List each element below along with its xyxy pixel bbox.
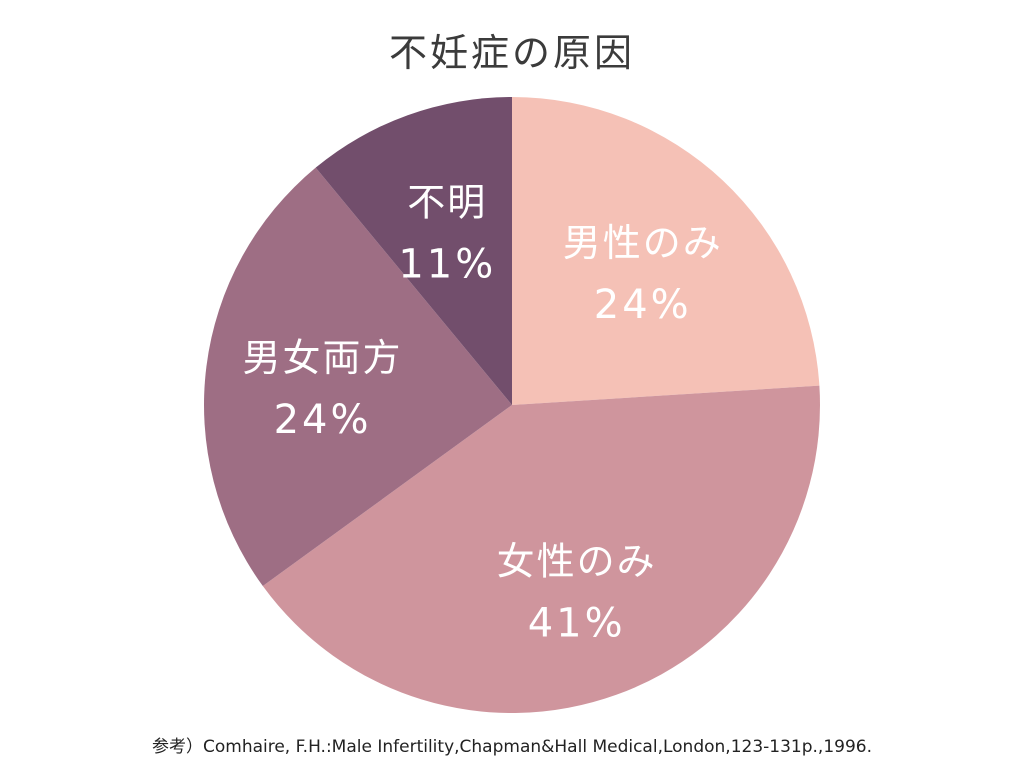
slice-unknown-label: 不明 [407, 180, 487, 224]
slice-both-label: 男女両方 [243, 336, 403, 380]
slice-unknown-value: 11% [398, 241, 496, 287]
source-note: 参考）Comhaire, F.H.:Male Infertility,Chapm… [151, 737, 872, 757]
pie-labels: 男性のみ 24% 女性のみ 41% 男女両方 24% 不明 11% [243, 180, 723, 647]
slice-unknown [315, 97, 512, 405]
slice-female-only-value: 41% [528, 601, 626, 647]
slice-male-only-label: 男性のみ [563, 221, 723, 265]
slice-female-only [262, 385, 820, 713]
slice-both [204, 167, 513, 587]
slice-male-only-value: 24% [594, 282, 692, 328]
pie-slices [204, 97, 820, 713]
chart-title: 不妊症の原因 [388, 31, 635, 75]
slice-male-only [512, 97, 820, 405]
slice-both-value: 24% [274, 397, 372, 443]
slice-female-only-label: 女性のみ [497, 540, 657, 584]
